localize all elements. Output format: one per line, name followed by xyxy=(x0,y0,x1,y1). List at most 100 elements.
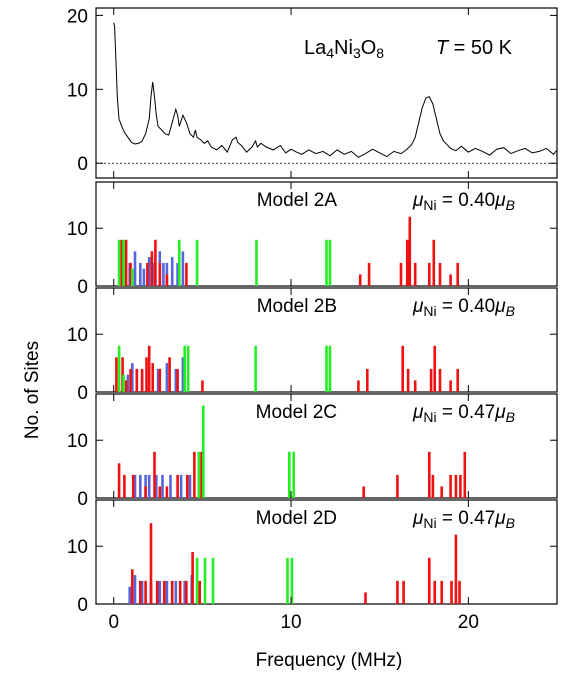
bar-blue xyxy=(142,268,146,286)
bar-blue xyxy=(179,474,183,498)
bar-red xyxy=(463,451,467,498)
bar-red xyxy=(428,451,431,498)
bar-red xyxy=(401,345,404,392)
model-label: Model 2B xyxy=(257,296,337,317)
bar-blue xyxy=(174,580,178,604)
bar-green xyxy=(288,451,291,498)
bar-blue xyxy=(181,251,185,286)
x-tick-label: 10 xyxy=(280,612,301,633)
bar-red xyxy=(185,580,188,604)
bar-red xyxy=(129,262,132,286)
bar-red xyxy=(433,580,436,604)
bar-blue xyxy=(126,374,130,392)
bar-red xyxy=(165,486,169,498)
bar-green xyxy=(328,239,332,286)
spectrum-line xyxy=(113,22,558,158)
bar-red xyxy=(129,368,132,392)
y-tick-label: 10 xyxy=(67,431,88,452)
bar-blue xyxy=(133,575,137,604)
y-tick-label: 10 xyxy=(67,80,88,101)
bar-red xyxy=(120,239,123,286)
y-tick-label: 0 xyxy=(77,277,88,298)
bar-red xyxy=(438,262,442,286)
bar-green xyxy=(131,268,134,286)
bar-green xyxy=(195,239,199,286)
bar-red xyxy=(178,580,182,604)
bar-red xyxy=(405,239,409,286)
bar-red xyxy=(200,451,203,498)
bar-red xyxy=(449,380,452,392)
temperature-label: T = 50 K xyxy=(436,37,513,59)
bar-red xyxy=(193,451,196,498)
panel-frame-4 xyxy=(95,499,558,605)
bar-red xyxy=(449,274,452,286)
bar-green xyxy=(290,557,294,604)
bar-green xyxy=(325,345,328,392)
bar-red xyxy=(440,486,443,498)
bar-red xyxy=(154,239,157,286)
moment-label: μNi = 0.40μB xyxy=(412,190,515,213)
bar-green xyxy=(202,405,205,498)
x-tick-label: 20 xyxy=(458,612,479,633)
bar-green xyxy=(292,451,295,498)
y-tick-label: 0 xyxy=(77,383,88,404)
moment-label: μNi = 0.40μB xyxy=(412,296,515,319)
bar-red xyxy=(124,380,128,392)
y-tick-label: 10 xyxy=(67,325,88,346)
bar-red xyxy=(121,357,124,392)
bar-blue xyxy=(183,580,186,604)
x-tick-label: 0 xyxy=(108,612,119,633)
bar-red xyxy=(454,534,458,604)
bar-green xyxy=(197,451,201,498)
bar-red xyxy=(151,363,154,392)
bar-green xyxy=(328,345,332,392)
bar-blue xyxy=(174,368,178,392)
bar-red xyxy=(149,523,153,604)
bar-red xyxy=(456,262,459,286)
bar-red xyxy=(165,274,169,286)
bar-red xyxy=(124,239,128,286)
bar-red xyxy=(117,463,121,498)
bar-blue xyxy=(147,257,151,286)
bar-red xyxy=(131,569,134,604)
bar-red xyxy=(176,368,179,392)
bar-red xyxy=(150,251,154,286)
bar-red xyxy=(123,474,126,498)
x-axis-label: Frequency (MHz) xyxy=(256,650,403,671)
bar-red xyxy=(413,380,417,392)
bar-red xyxy=(186,474,189,498)
bar-blue xyxy=(162,262,165,286)
bar-blue xyxy=(165,580,169,604)
bar-red xyxy=(158,262,162,286)
bar-red xyxy=(168,357,171,392)
bar-blue xyxy=(131,363,134,392)
bar-red xyxy=(364,592,367,604)
bar-green xyxy=(195,557,199,604)
y-tick-label: 20 xyxy=(67,6,88,27)
bar-red xyxy=(396,580,399,604)
bar-red xyxy=(153,451,156,498)
bar-red xyxy=(139,580,142,604)
bar-red xyxy=(433,345,436,392)
bar-red xyxy=(158,486,162,498)
bar-blue xyxy=(128,586,131,604)
panel-frame-3 xyxy=(95,393,558,499)
bar-green xyxy=(117,239,121,286)
bar-red xyxy=(140,368,144,392)
bar-blue xyxy=(139,474,142,498)
model-label: Model 2D xyxy=(256,508,337,529)
bar-red xyxy=(362,486,365,498)
bar-blue xyxy=(156,368,160,392)
y-tick-label: 10 xyxy=(67,219,88,240)
bar-red xyxy=(450,580,453,604)
bar-green xyxy=(254,345,257,392)
bar-red xyxy=(413,262,417,286)
bar-red xyxy=(201,380,204,392)
bar-red xyxy=(155,580,159,604)
bar-red xyxy=(429,368,433,392)
bar-blue xyxy=(155,474,158,498)
bar-red xyxy=(456,368,459,392)
y-tick-label: 0 xyxy=(77,489,88,510)
bar-red xyxy=(438,368,442,392)
bar-red xyxy=(440,580,443,604)
